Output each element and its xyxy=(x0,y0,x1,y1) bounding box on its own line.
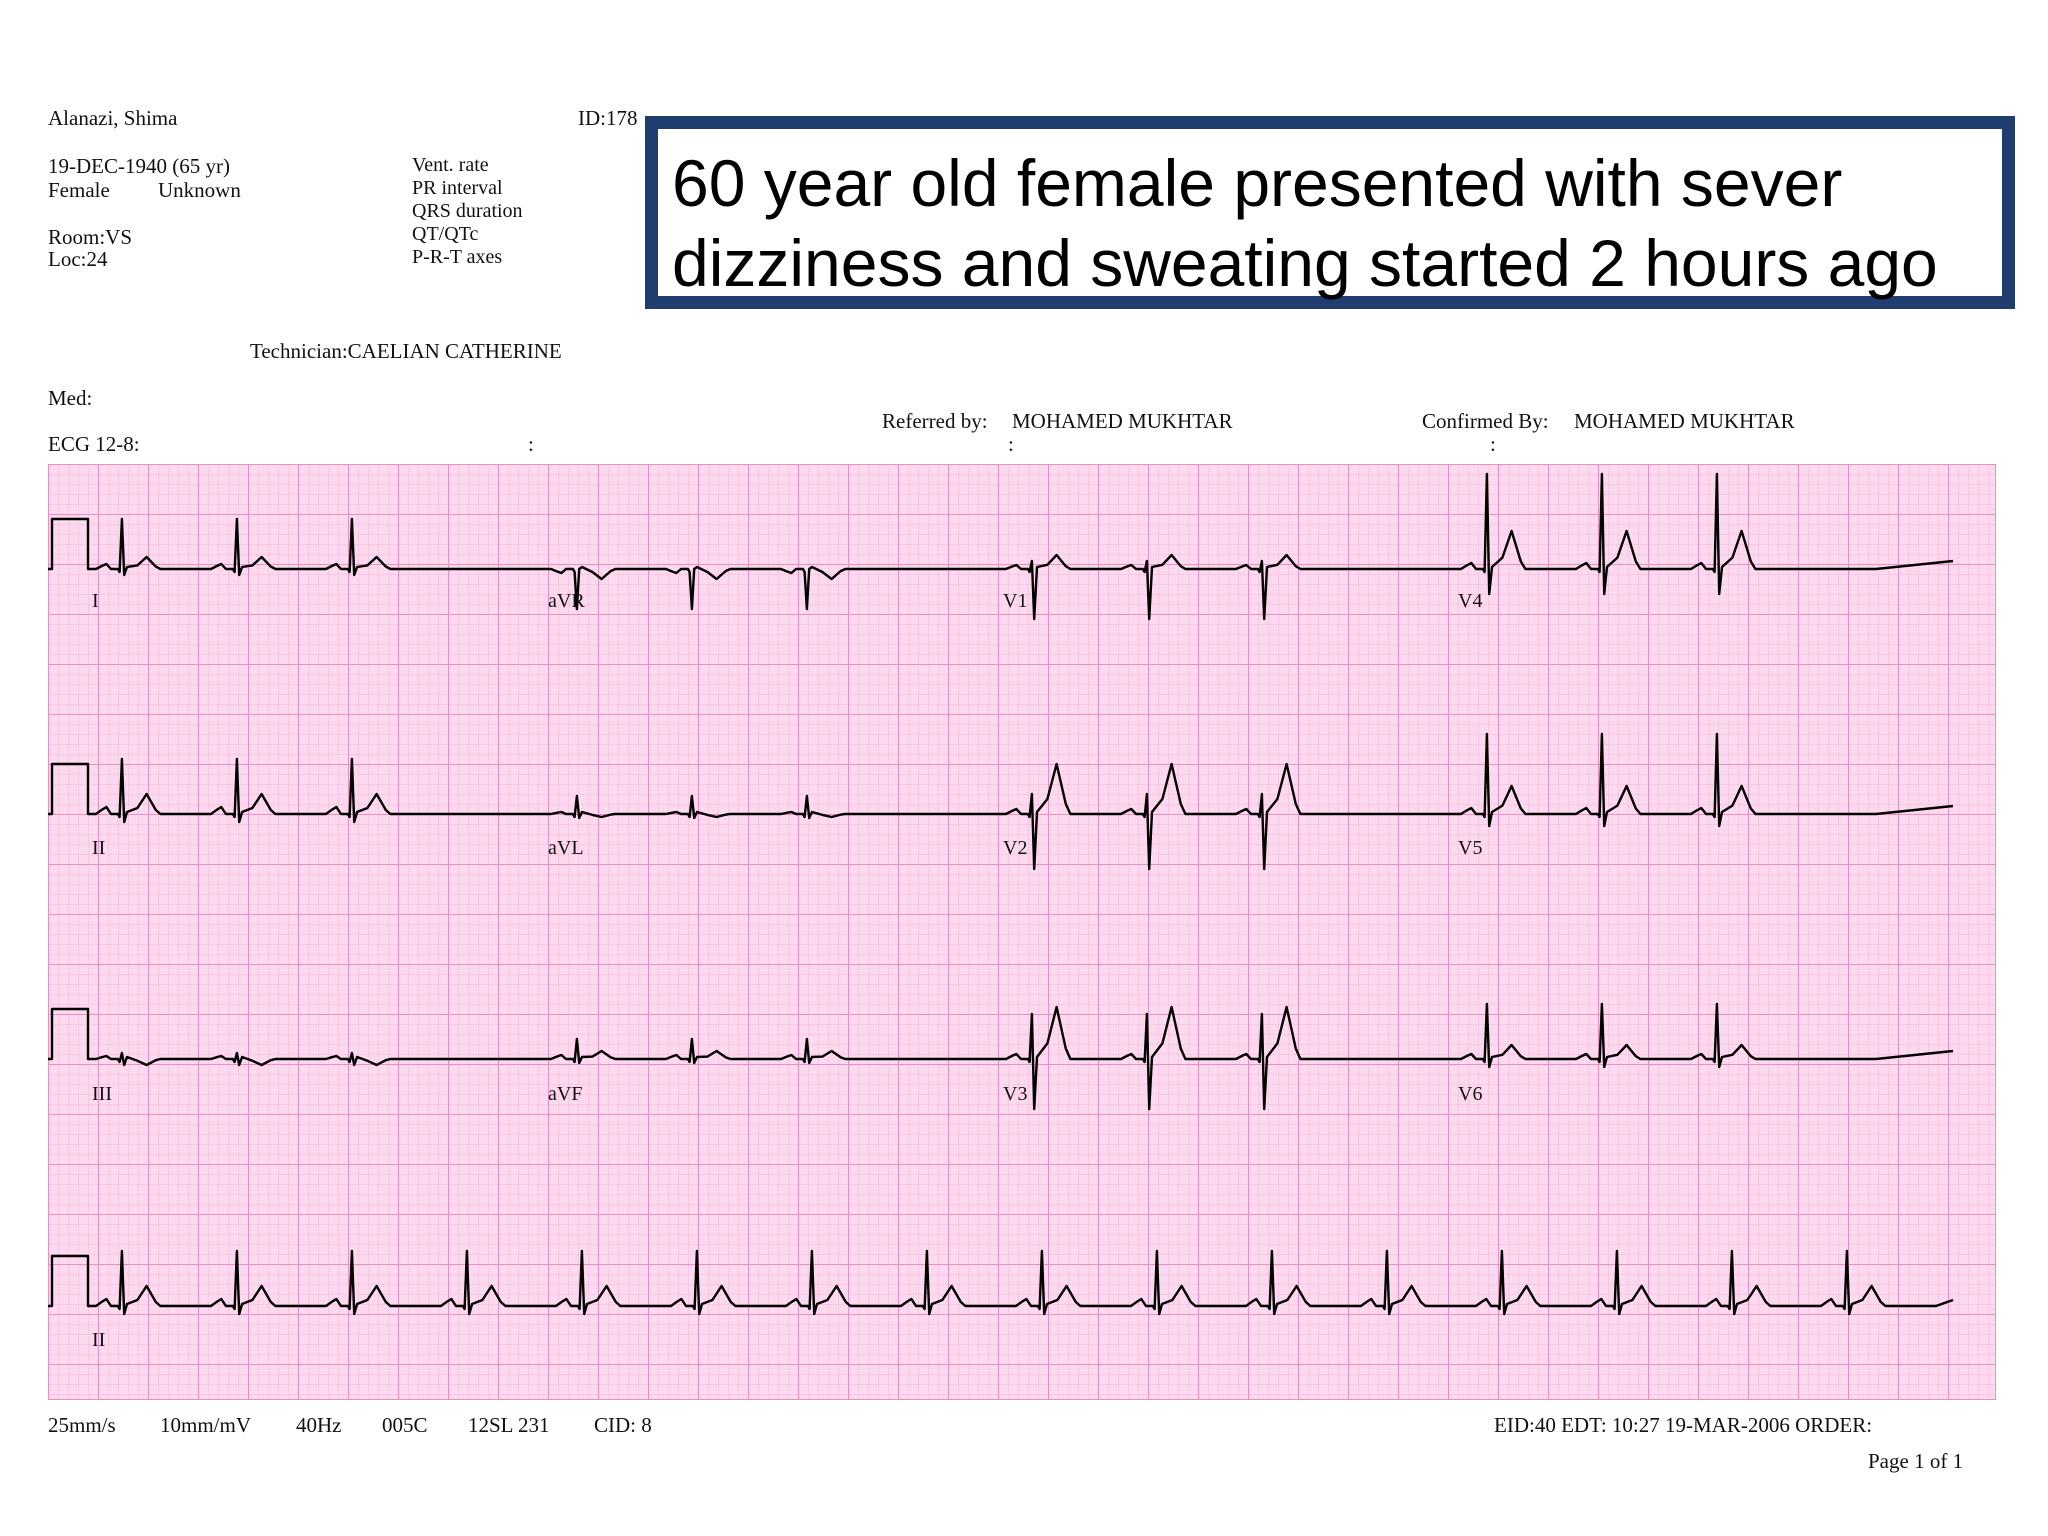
footer-page: Page 1 of 1 xyxy=(1868,1449,1964,1473)
lead-label-v2: V2 xyxy=(1003,837,1027,859)
colon-mark-1: : xyxy=(528,432,534,456)
patient-sex: Female xyxy=(48,178,110,202)
patient-loc: Loc:24 xyxy=(48,247,108,271)
lead-label-rhythm-ii: II xyxy=(92,1329,105,1351)
footer-speed: 25mm/s xyxy=(48,1413,116,1437)
footer-eid: EID:40 EDT: 10:27 19-MAR-2006 ORDER: xyxy=(1494,1413,1873,1437)
ecg-trace-row-1 xyxy=(48,472,1954,621)
ecg-type: ECG 12-8: xyxy=(48,432,140,456)
confirmed-by-label: Confirmed By: xyxy=(1422,409,1549,433)
measure-qt-qtc: QT/QTc xyxy=(412,223,479,245)
lead-label-ii: II xyxy=(92,837,105,859)
lead-label-avl: aVL xyxy=(548,837,584,859)
patient-room: Room:VS xyxy=(48,225,133,249)
med-label: Med: xyxy=(48,386,93,410)
lead-label-v3: V3 xyxy=(1003,1083,1027,1105)
referred-by-name: MOHAMED MUKHTAR xyxy=(1012,409,1233,433)
lead-label-v1: V1 xyxy=(1003,590,1027,612)
confirmed-by-name: MOHAMED MUKHTAR xyxy=(1574,409,1795,433)
ecg-trace-row-4 xyxy=(48,1249,1954,1316)
case-description-box: 60 year old female presented with sever … xyxy=(645,116,2015,309)
lead-label-i: I xyxy=(92,590,99,612)
footer-code2: 12SL 231 xyxy=(468,1413,550,1437)
footer-cid: CID: 8 xyxy=(594,1413,652,1437)
lead-label-v5: V5 xyxy=(1458,837,1482,859)
patient-name: Alanazi, Shima xyxy=(48,106,178,130)
measure-qrs-duration: QRS duration xyxy=(412,200,523,222)
lead-label-avf: aVF xyxy=(548,1083,582,1105)
footer-gain: 10mm/mV xyxy=(160,1413,252,1437)
patient-race: Unknown xyxy=(158,178,241,202)
ecg-trace-row-2 xyxy=(48,732,1954,871)
case-note-line-1: 60 year old female presented with sever xyxy=(672,146,1843,220)
lead-label-avr: aVR xyxy=(548,590,585,612)
lead-label-iii: III xyxy=(92,1083,112,1105)
colon-mark-2: : xyxy=(1008,432,1014,456)
patient-dob-age: 19-DEC-1940 (65 yr) xyxy=(48,154,230,178)
ecg-tracing: I aVR V1 V4 II aVL V2 V5 III aVF V3 V6 I… xyxy=(48,464,1996,1400)
ecg-grid xyxy=(48,464,1996,1400)
technician: Technician:CAELIAN CATHERINE xyxy=(250,339,562,363)
footer-code1: 005C xyxy=(382,1413,428,1437)
measure-vent-rate: Vent. rate xyxy=(412,154,489,176)
referred-by-label: Referred by: xyxy=(882,409,988,433)
ecg-trace-row-3 xyxy=(48,1002,1954,1111)
case-note-line-2: dizziness and sweating started 2 hours a… xyxy=(672,226,1938,300)
colon-mark-3: : xyxy=(1490,432,1496,456)
patient-id: ID:178 xyxy=(578,106,638,130)
lead-label-v4: V4 xyxy=(1458,590,1482,612)
measure-pr-interval: PR interval xyxy=(412,177,503,199)
measure-prt-axes: P-R-T axes xyxy=(412,246,503,268)
footer-filter: 40Hz xyxy=(296,1413,342,1437)
lead-label-v6: V6 xyxy=(1458,1083,1482,1105)
